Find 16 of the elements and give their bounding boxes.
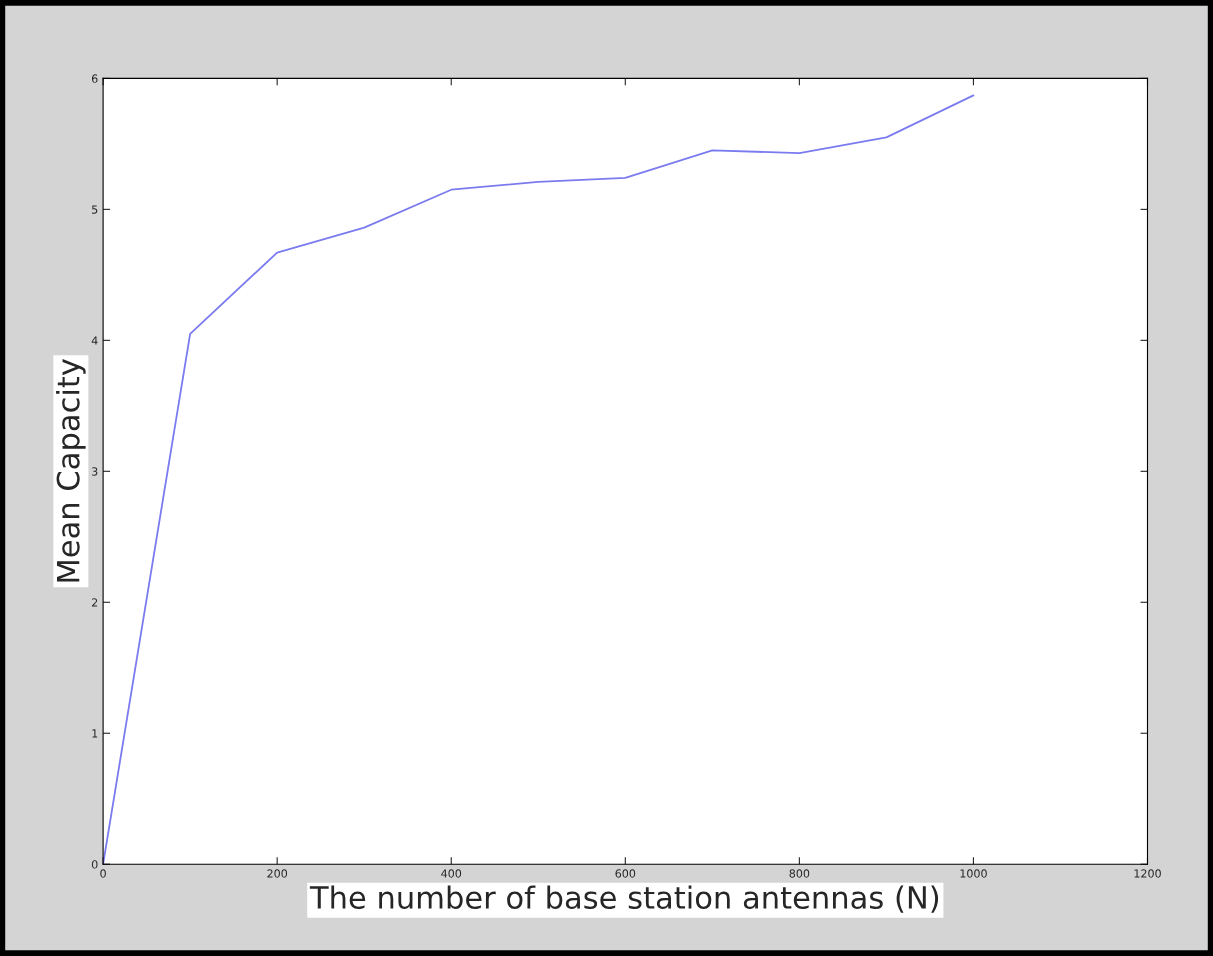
y-tick-label: 5 (92, 205, 98, 214)
y-tick-label: 3 (92, 467, 98, 476)
y-tick-label: 1 (92, 729, 98, 738)
y-tick-label: 6 (91, 74, 98, 83)
y-axis-title: Mean Capacity (56, 358, 86, 582)
x-tick-label: 400 (441, 869, 462, 878)
x-tick-label: 200 (267, 869, 288, 878)
x-tick-label: 600 (615, 869, 636, 878)
y-tick-label: 0 (91, 860, 98, 869)
x-axis-title: The number of base station antennas (N) (309, 885, 939, 913)
x-tick-label: 1000 (960, 869, 987, 878)
x-tick-label: 1200 (1134, 869, 1161, 878)
y-tick-label: 2 (91, 598, 98, 607)
x-tick-label: 0 (100, 869, 106, 878)
y-tick-label: 4 (91, 336, 98, 345)
x-tick-label: 800 (789, 869, 810, 878)
